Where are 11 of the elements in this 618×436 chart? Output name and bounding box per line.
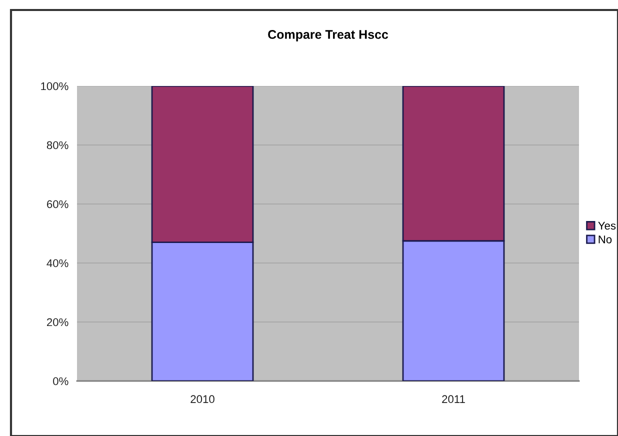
y-tick-label: 40% xyxy=(46,259,68,268)
y-tick-label: 0% xyxy=(53,377,68,386)
x-tick-label: 2010 xyxy=(190,395,214,404)
legend-label: Yes xyxy=(598,222,616,230)
y-tick-label: 60% xyxy=(46,200,68,208)
y-tick-label: 80% xyxy=(46,141,68,150)
chart-title: Compare Treat Hscc xyxy=(268,30,388,42)
legend-label: No xyxy=(598,236,612,244)
y-tick-label: 100% xyxy=(41,82,68,90)
y-tick-label: 20% xyxy=(46,318,68,326)
x-tick-label: 2011 xyxy=(442,395,465,404)
